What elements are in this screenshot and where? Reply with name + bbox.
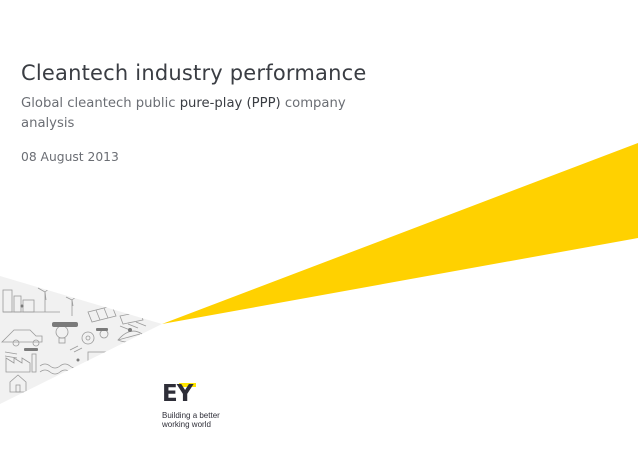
yellow-beam-shape (162, 143, 638, 324)
logo-tagline: Building a better working world (162, 411, 220, 429)
slide-subtitle: Global cleantech public pure-play (PPP) … (21, 94, 381, 134)
logo-tagline-line2: working world (162, 420, 211, 429)
logo-yellow-bar (179, 383, 196, 387)
logo-mark: EY (162, 381, 193, 407)
logo-tagline-line1: Building a better (162, 411, 220, 420)
subtitle-text-part1: Global cleantech public (21, 96, 180, 111)
ey-logo: EY Building a better working world (162, 383, 242, 433)
sketch-collage-illustration (0, 276, 162, 404)
subtitle-text-part2: pure-play (PPP) (179, 96, 281, 111)
slide-title: Cleantech industry performance (21, 61, 367, 85)
subtitle-text-part3: company analysis (21, 96, 346, 131)
slide-date: 08 August 2013 (21, 150, 119, 164)
